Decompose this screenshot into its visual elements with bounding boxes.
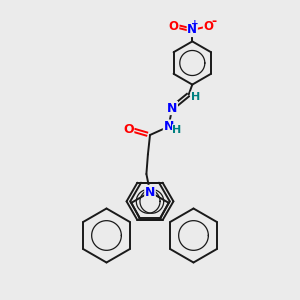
Text: +: + bbox=[191, 19, 199, 28]
Text: -: - bbox=[211, 14, 217, 28]
Text: O: O bbox=[203, 20, 214, 34]
Text: H: H bbox=[191, 92, 200, 102]
Text: N: N bbox=[167, 101, 177, 115]
Text: N: N bbox=[164, 120, 174, 133]
Text: O: O bbox=[169, 20, 179, 33]
Text: H: H bbox=[172, 124, 182, 135]
Text: N: N bbox=[187, 23, 197, 37]
Text: O: O bbox=[123, 123, 134, 136]
Text: N: N bbox=[145, 185, 155, 199]
